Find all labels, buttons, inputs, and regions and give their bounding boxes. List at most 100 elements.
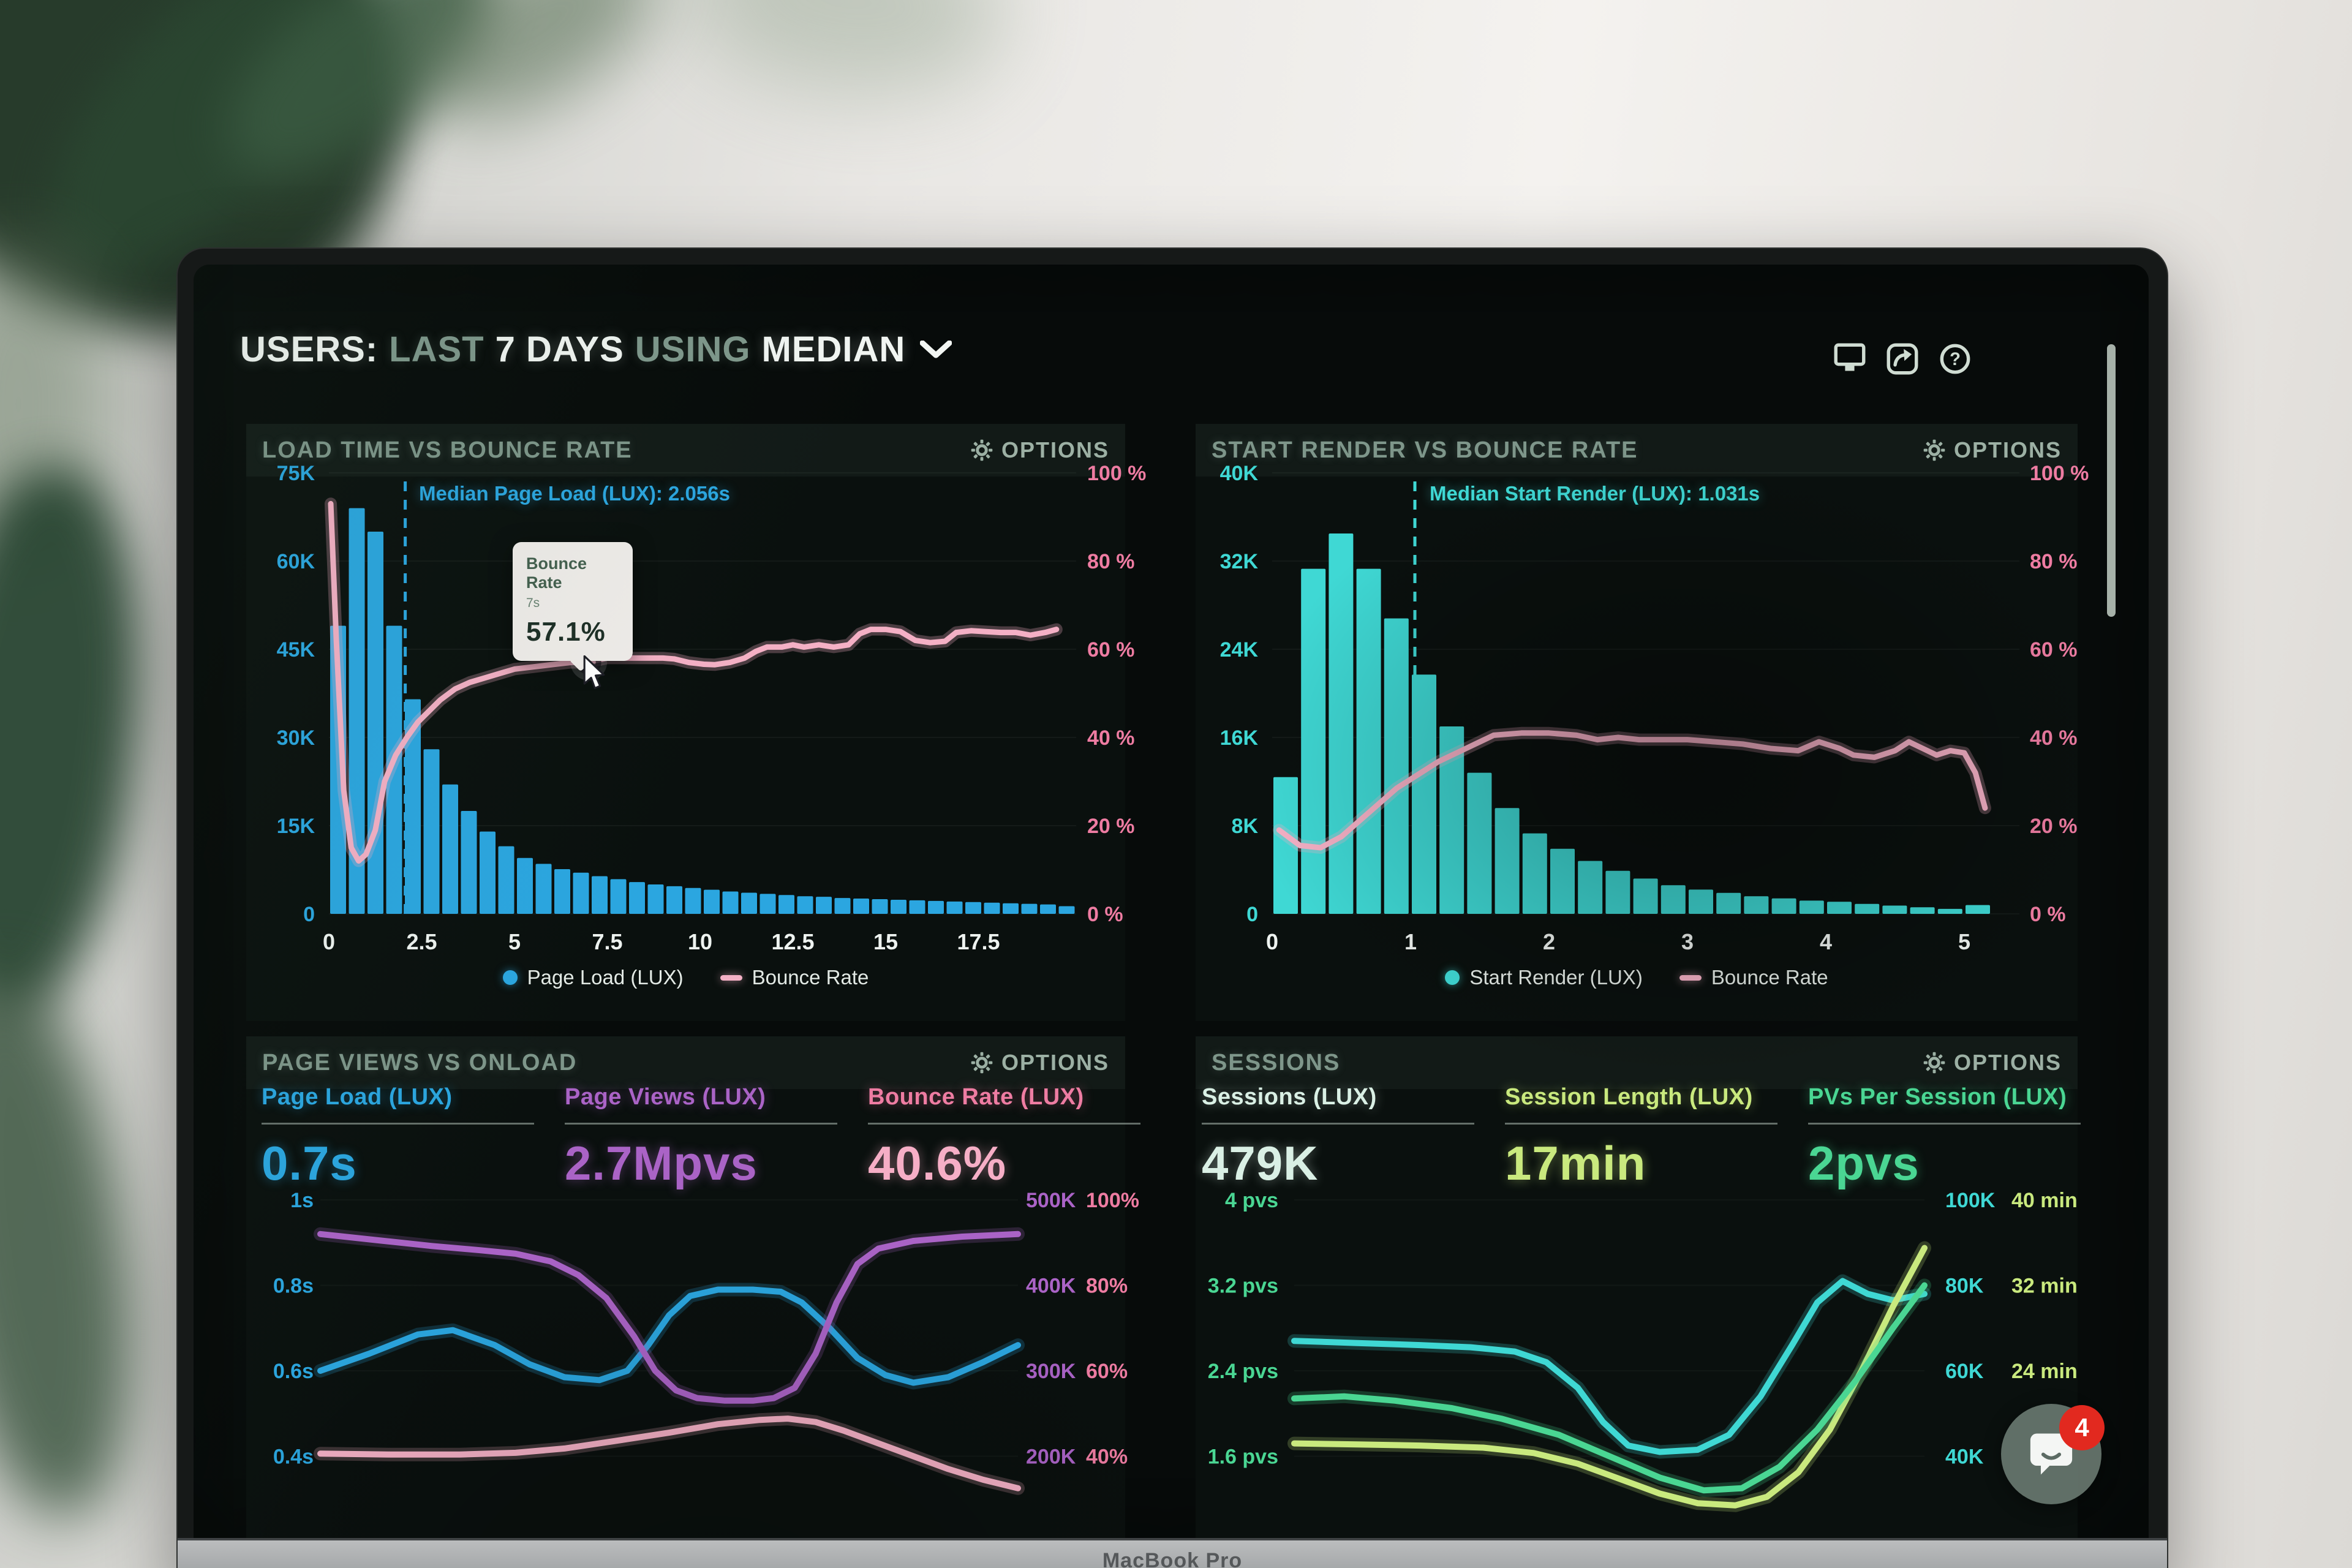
histogram-bar[interactable] [816, 897, 832, 914]
panel-title: PAGE VIEWS VS ONLOAD [262, 1049, 578, 1076]
share-icon[interactable] [1887, 343, 1918, 375]
histogram-bar[interactable] [1882, 905, 1907, 914]
sessions-chart[interactable]: 4 pvs 100K 40 min 3.2 pvs 80K 32 min 2.4 pvs 60… [1196, 1036, 2149, 1538]
histogram-bar[interactable] [386, 625, 402, 914]
legend-item[interactable]: Bounce Rate [720, 966, 869, 989]
title-part: LAST [389, 330, 484, 369]
histogram-bar[interactable] [535, 864, 552, 914]
histogram-bar[interactable] [1578, 861, 1603, 914]
histogram-bar[interactable] [1744, 896, 1769, 914]
histogram-bar[interactable] [442, 784, 458, 914]
axis-tick-label: 20 % [1087, 815, 1135, 838]
histogram-bar[interactable] [1301, 568, 1326, 914]
histogram-bar[interactable] [1003, 903, 1019, 914]
histogram-bar[interactable] [891, 899, 907, 914]
histogram-bar[interactable] [629, 882, 645, 914]
help-icon[interactable]: ? [1939, 343, 1971, 374]
options-button[interactable]: OPTIONS [971, 437, 1109, 463]
bounce-rate-line[interactable] [317, 1415, 1021, 1491]
chevron-down-icon[interactable] [920, 340, 952, 359]
histogram-bar[interactable] [1855, 903, 1880, 914]
histogram-bar[interactable] [1689, 889, 1713, 914]
histogram-bar[interactable] [423, 749, 440, 914]
page-views-line[interactable] [317, 1231, 1021, 1404]
legend-item[interactable]: Start Render (LUX) [1445, 966, 1643, 989]
legend-item[interactable]: Page Load (LUX) [502, 966, 684, 989]
axis-tick-label: 0 [1246, 903, 1258, 926]
scrollbar[interactable] [2107, 344, 2116, 617]
histogram-bar[interactable] [461, 811, 477, 914]
histogram-bar[interactable] [1910, 907, 1935, 914]
histogram-bar[interactable] [722, 891, 739, 914]
histogram-bar[interactable] [928, 900, 944, 914]
bezel-brand-text: MacBook Pro [1102, 1549, 1243, 1568]
histogram-bar[interactable] [1937, 908, 1962, 914]
page-load-line[interactable] [317, 1286, 1021, 1386]
histogram-bar[interactable] [834, 898, 851, 914]
legend-label: Start Render (LUX) [1469, 966, 1643, 989]
histogram-bar[interactable] [1799, 900, 1824, 914]
bounce-rate-line-glow[interactable] [325, 497, 1063, 867]
histogram-bar[interactable] [797, 896, 813, 914]
histogram-bar[interactable] [1827, 902, 1852, 914]
histogram-bar[interactable] [685, 888, 701, 914]
bounce-rate-line[interactable] [1276, 730, 1988, 851]
options-button[interactable]: OPTIONS [1923, 437, 2062, 463]
histogram-bar[interactable] [1412, 674, 1436, 914]
histogram-bar[interactable] [1660, 885, 1686, 914]
histogram-bar[interactable] [666, 886, 682, 914]
histogram-bar[interactable] [1040, 904, 1056, 914]
legend-item[interactable]: Bounce Rate [1679, 966, 1828, 989]
histogram-bar[interactable] [965, 902, 981, 914]
histogram-bar[interactable] [330, 625, 346, 914]
histogram-bar[interactable] [1439, 726, 1464, 914]
histogram-bar[interactable] [704, 889, 720, 914]
histogram-bar[interactable] [760, 894, 776, 914]
histogram-bar[interactable] [984, 902, 1000, 914]
histogram-bar[interactable] [1329, 533, 1354, 914]
histogram-bar[interactable] [498, 846, 514, 914]
page-views-onload-chart[interactable]: 1s 500K 100% 0.8s 400K 80% 0.6s 300K 60% 0.4s 200K… [246, 1036, 1202, 1538]
metrics-row: Sessions (LUX) 479K Session Length (LUX)… [1202, 1084, 2081, 1191]
sessions-line[interactable] [1291, 1278, 1928, 1455]
start-render-chart[interactable]: 40K 100 % 32K 80 % 24K 60 % 16K 40 % 8K 20 % 0 0 % 0… [1196, 424, 2149, 1021]
histogram-bar[interactable] [480, 831, 496, 914]
histogram-bar[interactable] [1550, 848, 1575, 914]
histogram-bar[interactable] [909, 900, 925, 914]
histogram-bar[interactable] [778, 895, 794, 914]
histogram-bar[interactable] [610, 879, 627, 914]
histogram-bar[interactable] [853, 899, 869, 914]
options-button[interactable]: OPTIONS [971, 1050, 1109, 1076]
histogram-bar[interactable] [1058, 906, 1075, 914]
histogram-bar[interactable] [1273, 777, 1298, 914]
histogram-bar[interactable] [741, 892, 757, 914]
histogram-bar[interactable] [1467, 772, 1492, 914]
histogram-bar[interactable] [1605, 870, 1630, 914]
histogram-bar[interactable] [1771, 898, 1796, 914]
histogram-bar[interactable] [1356, 568, 1381, 914]
histogram-bar[interactable] [349, 508, 365, 914]
histogram-bar[interactable] [872, 899, 888, 914]
display-icon[interactable] [1834, 343, 1866, 374]
histogram-bar[interactable] [1384, 618, 1409, 914]
histogram-bar[interactable] [1716, 892, 1741, 914]
session-length-line[interactable] [1291, 1245, 1928, 1509]
histogram-bar[interactable] [1021, 903, 1038, 914]
histogram-bar[interactable] [1494, 808, 1520, 914]
histogram-bar[interactable] [1633, 878, 1658, 914]
histogram-bar[interactable] [405, 699, 421, 914]
histogram-bar[interactable] [517, 858, 533, 914]
histogram-bar[interactable] [573, 872, 589, 914]
pvs-per-session-line-glow[interactable] [1287, 1278, 1931, 1498]
pvs-per-session-line[interactable] [1291, 1282, 1928, 1494]
load-time-chart[interactable]: 75K 100 % 60K 80 % 45K 60 % 30K 40 % 15K 20 % 0 0 %… [246, 424, 1202, 1021]
chat-bubble-button[interactable]: 4 [2001, 1404, 2105, 1504]
histogram-bar[interactable] [1966, 905, 1990, 914]
histogram-bar[interactable] [647, 884, 664, 914]
options-button[interactable]: OPTIONS [1923, 1050, 2062, 1076]
histogram-bar[interactable] [592, 876, 608, 914]
histogram-bar[interactable] [554, 869, 570, 914]
bounce-rate-line[interactable] [328, 500, 1060, 864]
histogram-bar[interactable] [946, 901, 963, 914]
histogram-bar[interactable] [1522, 833, 1547, 914]
